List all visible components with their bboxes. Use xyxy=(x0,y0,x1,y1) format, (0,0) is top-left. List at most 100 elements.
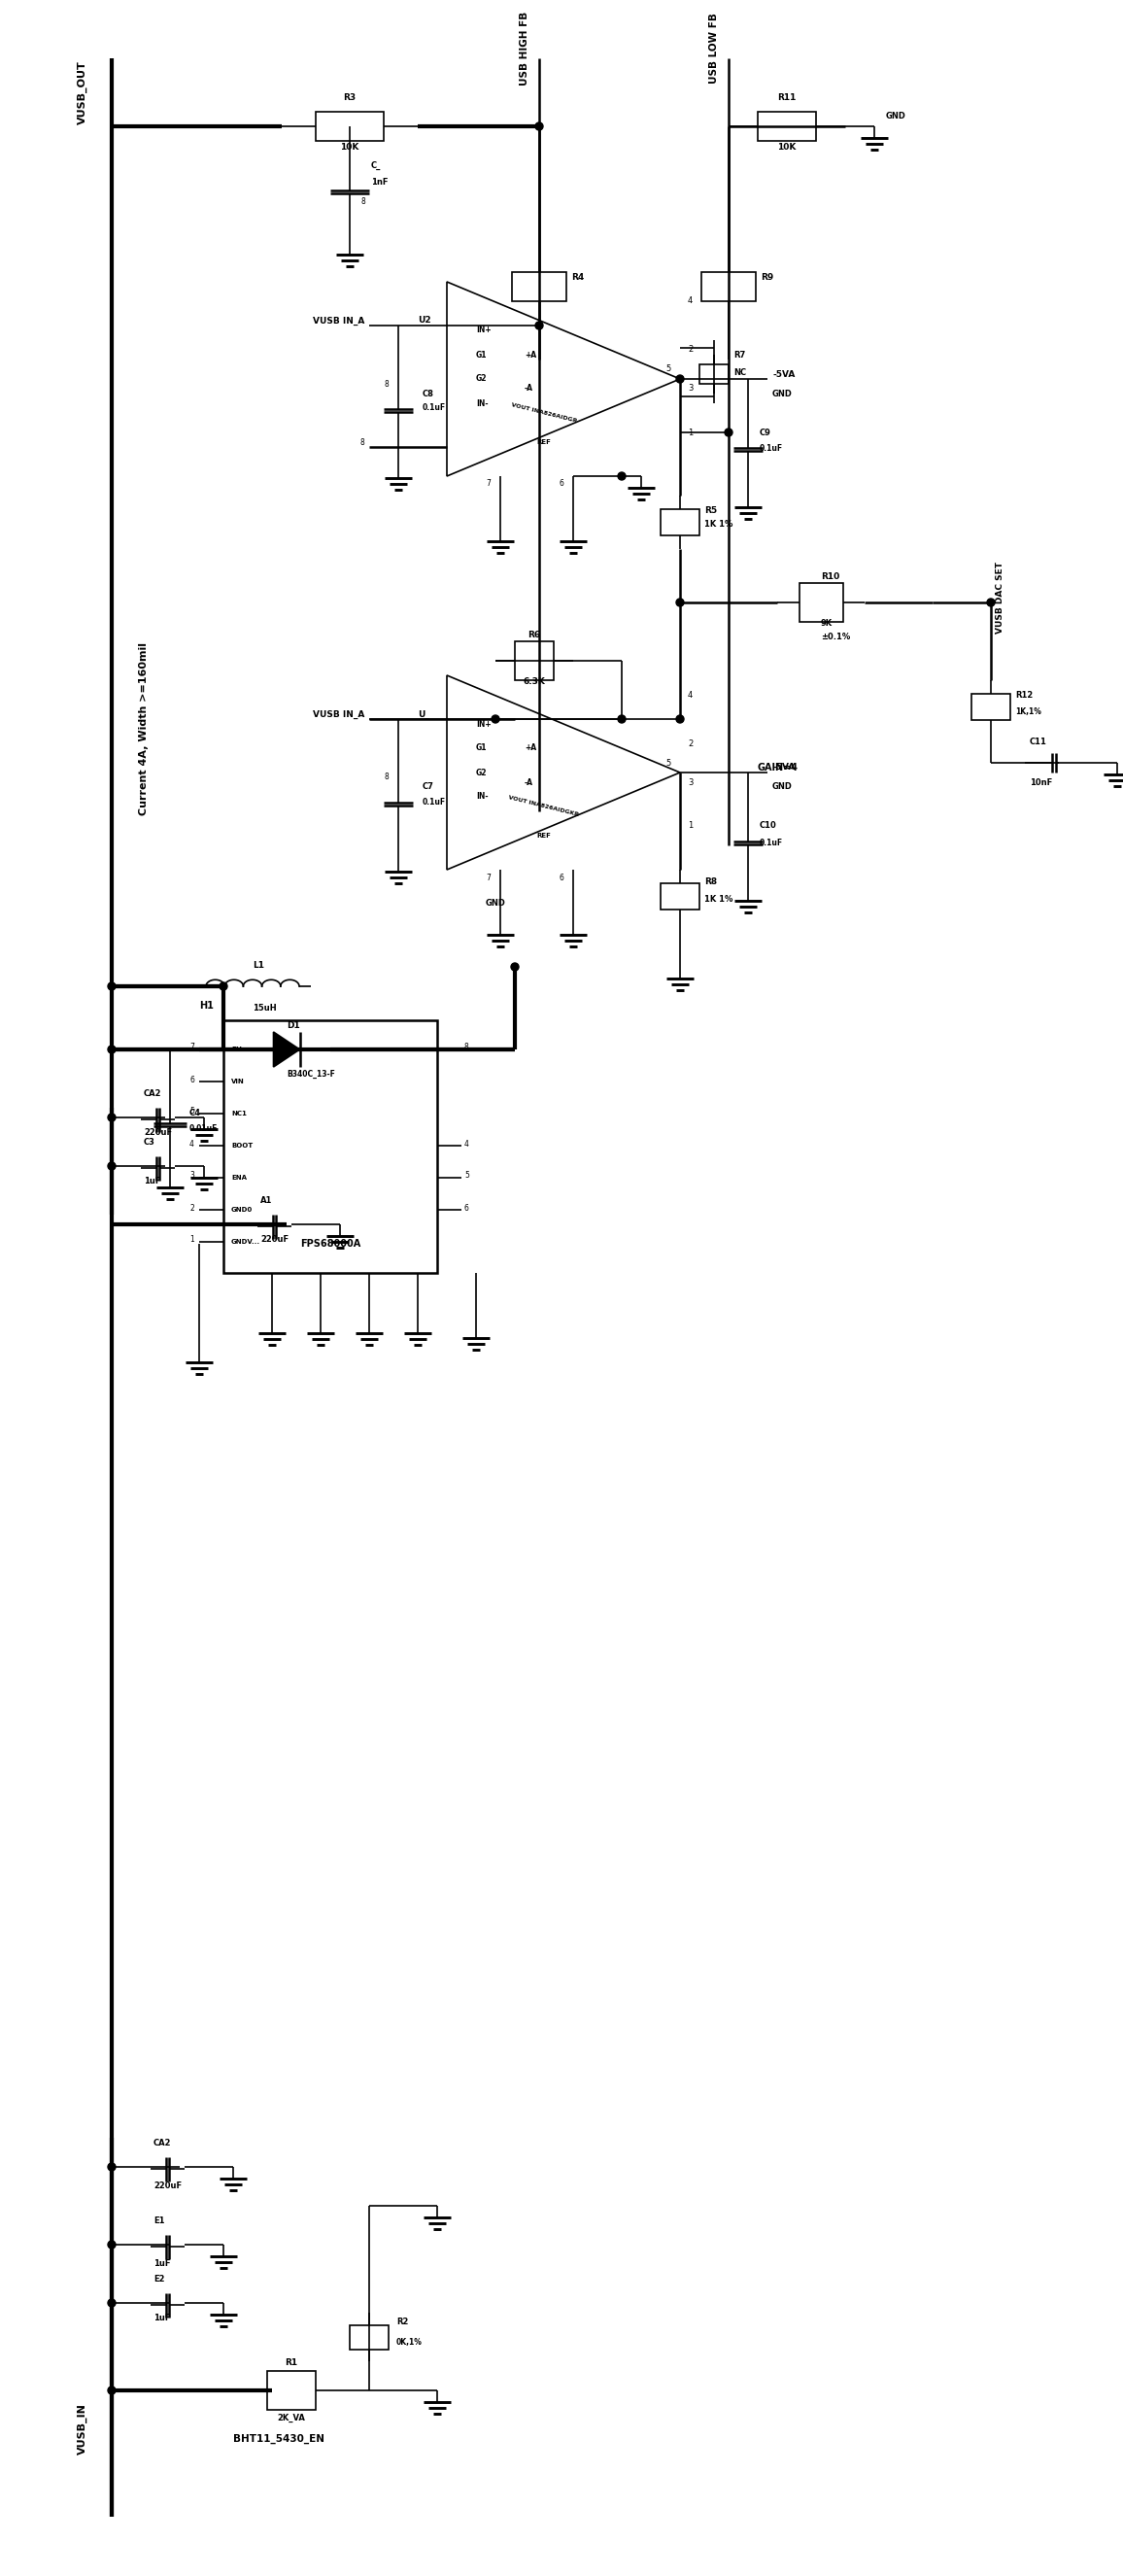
Text: +A: +A xyxy=(524,744,537,752)
Text: 6: 6 xyxy=(558,873,564,881)
Circle shape xyxy=(108,1162,116,1170)
Text: 10nF: 10nF xyxy=(1030,778,1052,786)
Text: REF: REF xyxy=(537,832,551,840)
Text: 1K,1%: 1K,1% xyxy=(1015,708,1041,716)
Bar xyxy=(700,363,729,384)
Text: GNDV...: GNDV... xyxy=(231,1239,261,1244)
Text: 3: 3 xyxy=(687,384,693,394)
Polygon shape xyxy=(447,281,681,477)
Text: R6: R6 xyxy=(528,631,540,639)
Circle shape xyxy=(492,716,500,724)
Bar xyxy=(349,2324,389,2349)
Text: 4: 4 xyxy=(464,1139,469,1149)
Text: FPS68000A: FPS68000A xyxy=(300,1239,360,1249)
Text: -5VA: -5VA xyxy=(773,762,795,773)
Text: B340C_13-F: B340C_13-F xyxy=(286,1069,335,1079)
Text: C8: C8 xyxy=(422,389,435,397)
Text: C7: C7 xyxy=(422,783,435,791)
Text: 1: 1 xyxy=(190,1236,194,1244)
Text: R7: R7 xyxy=(733,350,746,358)
Circle shape xyxy=(108,1046,116,1054)
Text: 8: 8 xyxy=(384,379,389,389)
Text: 4: 4 xyxy=(687,690,693,698)
Text: R11: R11 xyxy=(777,93,796,103)
Bar xyxy=(702,273,756,301)
Circle shape xyxy=(676,376,684,384)
Text: 8: 8 xyxy=(359,438,364,446)
Text: 6.3K: 6.3K xyxy=(523,677,546,688)
Circle shape xyxy=(676,598,684,605)
Text: 1K 1%: 1K 1% xyxy=(704,520,733,528)
Text: 0.1uF: 0.1uF xyxy=(759,446,783,453)
Text: VUSB IN_A: VUSB IN_A xyxy=(312,317,364,325)
Text: C3: C3 xyxy=(144,1139,155,1146)
Text: -5VA: -5VA xyxy=(773,371,795,379)
Bar xyxy=(514,641,554,680)
Text: R10: R10 xyxy=(821,572,840,580)
Text: U2: U2 xyxy=(418,317,431,325)
Circle shape xyxy=(536,355,544,363)
Text: GND0: GND0 xyxy=(231,1208,253,1213)
Text: +A: +A xyxy=(524,350,537,358)
Text: R4: R4 xyxy=(572,273,584,281)
Bar xyxy=(223,1020,437,1273)
Bar xyxy=(971,693,1011,721)
Text: R1: R1 xyxy=(285,2360,298,2367)
Text: 5: 5 xyxy=(666,757,670,768)
Circle shape xyxy=(511,963,519,971)
Text: 0.01uF: 0.01uF xyxy=(190,1126,218,1133)
Text: 10K: 10K xyxy=(340,142,359,152)
Text: 0.1uF: 0.1uF xyxy=(422,799,446,806)
Text: 15uH: 15uH xyxy=(253,1002,276,1012)
Text: R12: R12 xyxy=(1015,690,1033,698)
Circle shape xyxy=(724,428,732,435)
Text: 6: 6 xyxy=(558,479,564,489)
Text: 7: 7 xyxy=(486,479,491,489)
Text: GND: GND xyxy=(486,899,506,909)
Text: GND: GND xyxy=(773,389,793,397)
Text: 10K: 10K xyxy=(777,142,796,152)
Text: VOUT INA826AIDGKR: VOUT INA826AIDGKR xyxy=(509,796,579,817)
Text: C10: C10 xyxy=(759,822,777,829)
Text: E1: E1 xyxy=(154,2215,165,2226)
Bar xyxy=(758,111,816,142)
Text: 7: 7 xyxy=(486,873,491,881)
Text: R2: R2 xyxy=(396,2318,409,2326)
Text: R9: R9 xyxy=(760,273,774,281)
Text: VOUT INA826AIDGR: VOUT INA826AIDGR xyxy=(511,402,577,422)
Text: 220uF: 220uF xyxy=(261,1234,289,1244)
Text: G2: G2 xyxy=(476,768,487,778)
Text: 3: 3 xyxy=(190,1172,194,1180)
Text: VUSB DAC SET: VUSB DAC SET xyxy=(996,562,1005,634)
Text: GND: GND xyxy=(886,113,906,121)
Text: 2: 2 xyxy=(687,345,693,353)
Text: IN-: IN- xyxy=(476,793,489,801)
Circle shape xyxy=(676,716,684,724)
Text: G1: G1 xyxy=(476,350,487,358)
Circle shape xyxy=(618,716,626,724)
Text: 0K,1%: 0K,1% xyxy=(396,2336,422,2347)
Text: VUSB_IN: VUSB_IN xyxy=(77,2403,88,2455)
Text: 8: 8 xyxy=(464,1043,469,1051)
Text: G2: G2 xyxy=(476,374,487,384)
Text: R8: R8 xyxy=(704,878,718,886)
Bar xyxy=(316,111,384,142)
Text: GND: GND xyxy=(773,783,793,791)
Text: 1uF: 1uF xyxy=(144,1177,161,1185)
Polygon shape xyxy=(447,675,681,871)
Text: 2: 2 xyxy=(190,1203,194,1213)
Text: 5: 5 xyxy=(464,1172,469,1180)
Text: R3: R3 xyxy=(344,93,356,103)
Text: IN-: IN- xyxy=(476,399,489,407)
Text: 220uF: 220uF xyxy=(144,1128,172,1136)
Text: C9: C9 xyxy=(759,428,772,438)
Text: 1nF: 1nF xyxy=(371,178,389,188)
Text: VUSB_OUT: VUSB_OUT xyxy=(77,59,88,124)
Text: 3: 3 xyxy=(687,778,693,786)
Text: ENA: ENA xyxy=(231,1175,247,1180)
Text: PH: PH xyxy=(231,1046,241,1054)
Text: GAIN=4: GAIN=4 xyxy=(758,762,798,773)
Text: L1: L1 xyxy=(253,961,264,969)
Text: IN+: IN+ xyxy=(476,327,491,335)
Bar xyxy=(800,582,842,621)
